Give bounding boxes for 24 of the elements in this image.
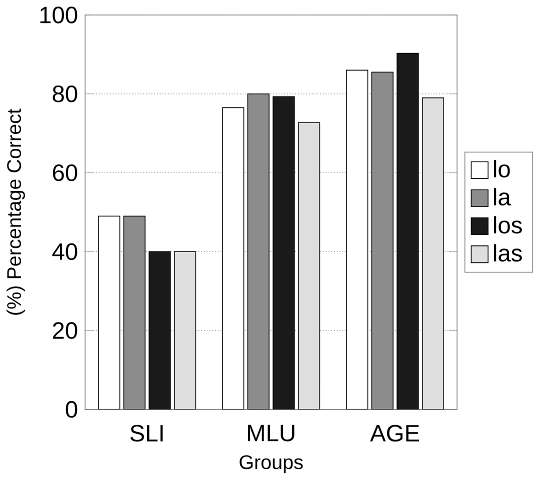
bar (222, 107, 244, 410)
bar (396, 53, 419, 410)
bar (174, 251, 196, 410)
bar (272, 96, 295, 410)
legend-label: las (494, 244, 522, 262)
x-tick-label: SLI (130, 425, 163, 442)
bar (98, 216, 120, 410)
bar (422, 98, 444, 410)
legend-label: los (494, 216, 522, 234)
legend-label: lo (494, 160, 510, 178)
bar (298, 122, 320, 410)
x-tick-label: MLU (248, 425, 294, 442)
y-tick-label: 40 (52, 243, 78, 260)
y-tick-label: 60 (52, 164, 78, 182)
bar (148, 251, 171, 410)
y-tick-label: 80 (52, 86, 78, 102)
y-tick-label: 0 (66, 401, 78, 418)
x-tick-label: AGE (370, 425, 420, 442)
bar (346, 70, 368, 410)
x-axis-title: Groups (240, 455, 303, 474)
y-tick-label: 100 (40, 6, 78, 24)
y-tick-label: 20 (52, 322, 78, 340)
legend-label: la (494, 188, 511, 206)
y-axis-title: (%) Percentage Correct (6, 108, 25, 315)
